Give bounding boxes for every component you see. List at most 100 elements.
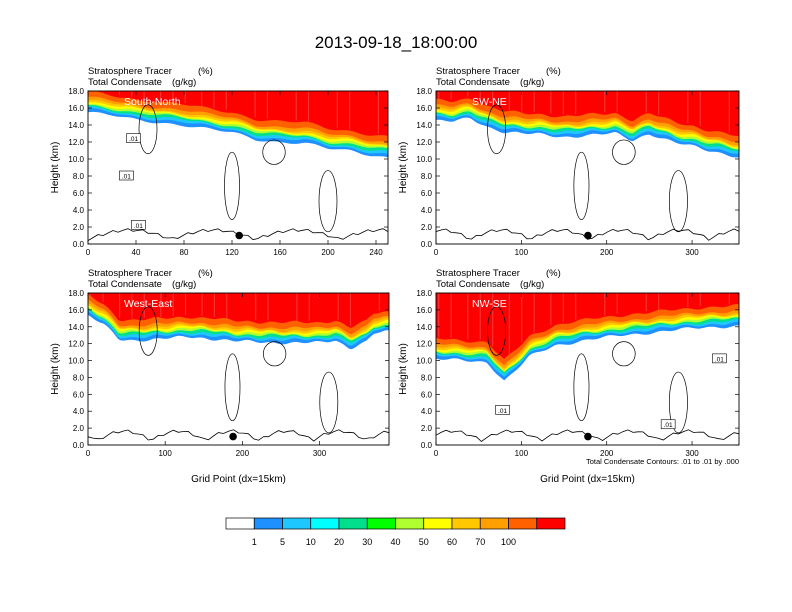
colorbar-box bbox=[366, 517, 396, 530]
y-tick-label: 4.0 bbox=[421, 407, 433, 416]
x-tick-label: 0 bbox=[86, 449, 91, 458]
y-tick-label: 4.0 bbox=[73, 206, 85, 215]
x-tick-label: 300 bbox=[685, 449, 699, 458]
colorbar-box bbox=[310, 517, 340, 530]
x-tick-label: 0 bbox=[434, 449, 439, 458]
contour-label-box bbox=[660, 419, 676, 430]
contour-label: .01 bbox=[664, 422, 673, 429]
x-tick-label: 300 bbox=[313, 449, 327, 458]
panel-nw-se: .01 .01 .01 0.0 2.0 4.0 6.0 8.0 10.0 12.0 14.0 16.0… bbox=[398, 268, 740, 485]
contour-label: .01 bbox=[134, 223, 143, 230]
condensate-contour bbox=[668, 170, 688, 233]
x-tick-label: 240 bbox=[369, 248, 383, 257]
subtitle-condensate: Total Condensate bbox=[88, 77, 162, 88]
x-tick-label: 200 bbox=[236, 449, 250, 458]
tracer-band-8 bbox=[436, 91, 739, 136]
y-axis-label: Height (km) bbox=[398, 142, 409, 194]
condensate-contour bbox=[224, 151, 240, 220]
y-tick-label: 14.0 bbox=[416, 323, 432, 332]
y-tick-label: 12.0 bbox=[68, 340, 84, 349]
colorbar-label: 60 bbox=[447, 537, 457, 547]
terrain-line bbox=[88, 429, 389, 442]
y-tick-label: 16.0 bbox=[416, 306, 432, 315]
condensate-contour bbox=[318, 170, 338, 233]
plot-frame bbox=[435, 292, 740, 446]
subtitle-condensate: Total Condensate bbox=[436, 77, 510, 88]
contour-note: Total Condensate Contours: .01 to .01 by… bbox=[586, 457, 739, 466]
y-tick-label: 2.0 bbox=[421, 223, 433, 232]
x-tick-label: 200 bbox=[600, 248, 614, 257]
condensate-contour bbox=[573, 353, 590, 422]
condensate-contour bbox=[612, 341, 636, 367]
x-tick-label: 0 bbox=[434, 248, 439, 257]
colorbar-box bbox=[423, 517, 453, 530]
y-tick-label: 8.0 bbox=[421, 172, 433, 181]
x-tick-label: 200 bbox=[321, 248, 335, 257]
x-tick-label: 100 bbox=[515, 248, 529, 257]
contour-label: .01 bbox=[715, 356, 724, 363]
colorbar-label: 70 bbox=[475, 537, 485, 547]
contour-label: .01 bbox=[498, 408, 507, 415]
y-tick-label: 16.0 bbox=[68, 306, 84, 315]
figure-title: 2013-09-18_18:00:00 bbox=[315, 33, 478, 52]
subtitle-tracer-units: (%) bbox=[546, 268, 561, 279]
condensate-contour bbox=[487, 306, 507, 356]
y-tick-label: 6.0 bbox=[421, 189, 433, 198]
x-tick-label: 40 bbox=[132, 248, 141, 257]
condensate-contour bbox=[138, 306, 158, 356]
tracer-band-8 bbox=[88, 293, 389, 328]
condensate-contour bbox=[487, 104, 507, 155]
x-tick-label: 80 bbox=[180, 248, 189, 257]
y-tick-label: 6.0 bbox=[73, 189, 85, 198]
x-axis-label: Grid Point (dx=15km) bbox=[191, 474, 286, 485]
condensate-contour bbox=[668, 371, 688, 434]
colorbar-box bbox=[282, 517, 312, 530]
plot-area bbox=[436, 91, 739, 244]
contour-label-box bbox=[131, 220, 146, 230]
y-tick-label: 14.0 bbox=[416, 121, 432, 130]
contour-label-box bbox=[119, 170, 134, 181]
y-tick-label: 16.0 bbox=[416, 104, 432, 113]
y-tick-label: 18.0 bbox=[416, 87, 432, 96]
x-tick-label: 100 bbox=[158, 449, 172, 458]
plot-frame bbox=[87, 292, 390, 446]
subtitle-tracer: Stratosphere Tracer bbox=[436, 268, 520, 279]
subtitle-tracer-units: (%) bbox=[198, 66, 213, 77]
colorbar-label: 20 bbox=[334, 537, 344, 547]
y-tick-label: 10.0 bbox=[68, 357, 84, 366]
colorbar-box bbox=[395, 517, 425, 530]
y-tick-label: 14.0 bbox=[68, 323, 84, 332]
y-tick-label: 0.0 bbox=[421, 441, 433, 450]
condensate-contour bbox=[262, 139, 286, 165]
colorbar: 1 5 10 20 30 40 50 60 70 100 bbox=[225, 517, 566, 547]
plot-area: .01 .01 .01 bbox=[88, 91, 388, 244]
colorbar-label: 5 bbox=[280, 537, 285, 547]
y-tick-label: 18.0 bbox=[68, 87, 84, 96]
y-tick-label: 0.0 bbox=[421, 240, 433, 249]
condensate-contour bbox=[319, 371, 339, 434]
y-tick-label: 12.0 bbox=[416, 138, 432, 147]
location-marker bbox=[584, 432, 592, 441]
tracer-band-8 bbox=[88, 91, 388, 136]
x-tick-label: 300 bbox=[685, 248, 699, 257]
contour-label-box bbox=[126, 133, 141, 143]
y-tick-label: 4.0 bbox=[421, 206, 433, 215]
y-axis-label: Height (km) bbox=[50, 142, 61, 194]
subtitle-tracer-units: (%) bbox=[198, 268, 213, 279]
y-tick-label: 18.0 bbox=[68, 289, 84, 298]
y-tick-label: 8.0 bbox=[73, 172, 85, 181]
colorbar-box bbox=[536, 517, 566, 530]
contour-label-box bbox=[712, 353, 727, 364]
contour-label: .01 bbox=[122, 174, 131, 181]
panels: .01 .01 .01 0.0 2.0 4.0 6.0 8.0 10.0 12.0 14.0 16.0… bbox=[50, 66, 740, 485]
panel-label: West-East bbox=[124, 298, 172, 310]
subtitle-tracer: Stratosphere Tracer bbox=[436, 66, 520, 77]
subtitle-tracer: Stratosphere Tracer bbox=[88, 268, 172, 279]
colorbar-label: 30 bbox=[362, 537, 372, 547]
colorbar-box bbox=[338, 517, 368, 530]
panel-south-north: .01 .01 .01 0.0 2.0 4.0 6.0 8.0 10.0 12.0 14.0 16.0… bbox=[50, 66, 389, 257]
y-tick-label: 6.0 bbox=[421, 390, 433, 399]
y-tick-label: 0.0 bbox=[73, 441, 85, 450]
colorbar-box bbox=[451, 517, 481, 530]
